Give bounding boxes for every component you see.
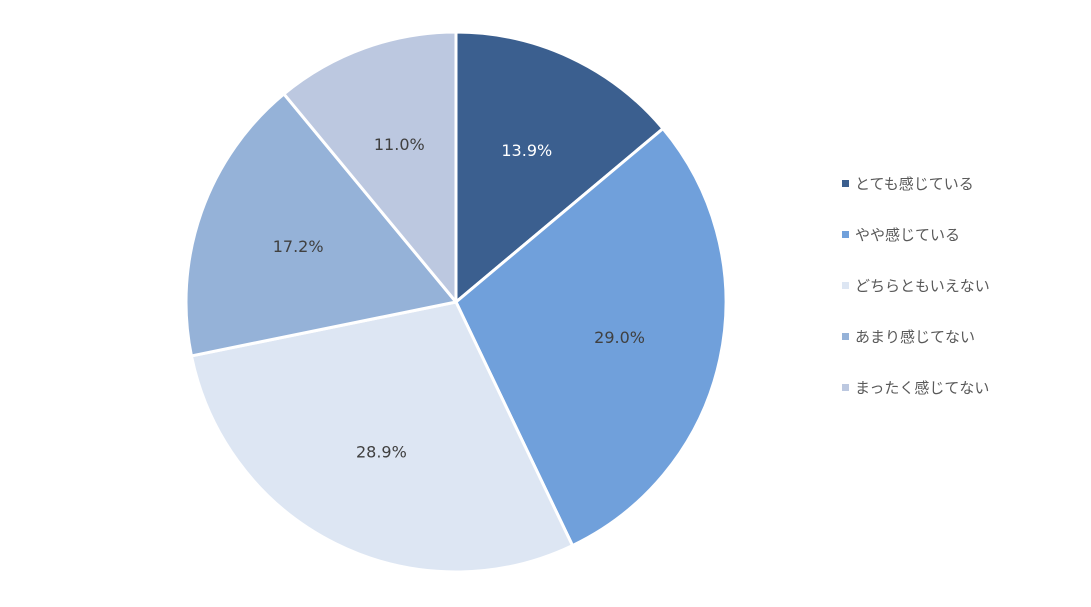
pie-slices (184, 30, 728, 574)
pie-slice-3 (189, 300, 574, 574)
legend-item-5: まったく感じてない (842, 362, 1082, 413)
legend-label-1: とても感じている (855, 175, 974, 193)
pie-data-labels: 13.9% 29.0% 28.9% 17.2% 11.0% (273, 135, 645, 461)
pie-slice-5 (282, 30, 458, 304)
legend-label-4: あまり感じてない (855, 328, 976, 346)
legend: とても感じている やや感じているどちらともいえない あまり感じてない まったく感じてな… (842, 158, 1082, 413)
legend-label-5: まったく感じてない (855, 379, 990, 397)
data-label-3: 28.9% (356, 442, 407, 461)
legend-item-3: どちらともいえない (842, 260, 1082, 311)
data-label-1: 13.9% (501, 141, 552, 160)
legend-label-2: やや感じている (855, 226, 961, 244)
legend-marker-4 (842, 333, 849, 340)
legend-marker-2 (842, 231, 849, 238)
legend-marker-5 (842, 384, 849, 391)
legend-marker-3 (842, 282, 849, 289)
pie-slice-4 (184, 92, 458, 358)
legend-marker-1 (842, 180, 849, 187)
legend-item-1: とても感じている (842, 158, 1082, 209)
data-label-4: 17.2% (273, 237, 324, 256)
data-label-5: 11.0% (374, 135, 425, 154)
data-label-2: 29.0% (594, 328, 645, 347)
legend-item-2: やや感じている (842, 209, 1082, 260)
pie-slice-1 (454, 30, 665, 304)
legend-item-4: あまり感じてない (842, 311, 1082, 362)
legend-label-3: どちらともいえない (855, 277, 990, 295)
